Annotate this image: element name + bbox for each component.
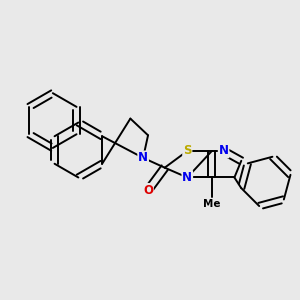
Text: Me: Me	[203, 199, 220, 208]
Text: S: S	[183, 145, 191, 158]
Text: N: N	[182, 171, 192, 184]
Text: N: N	[219, 145, 229, 158]
Text: N: N	[138, 152, 148, 164]
Text: O: O	[143, 184, 153, 197]
